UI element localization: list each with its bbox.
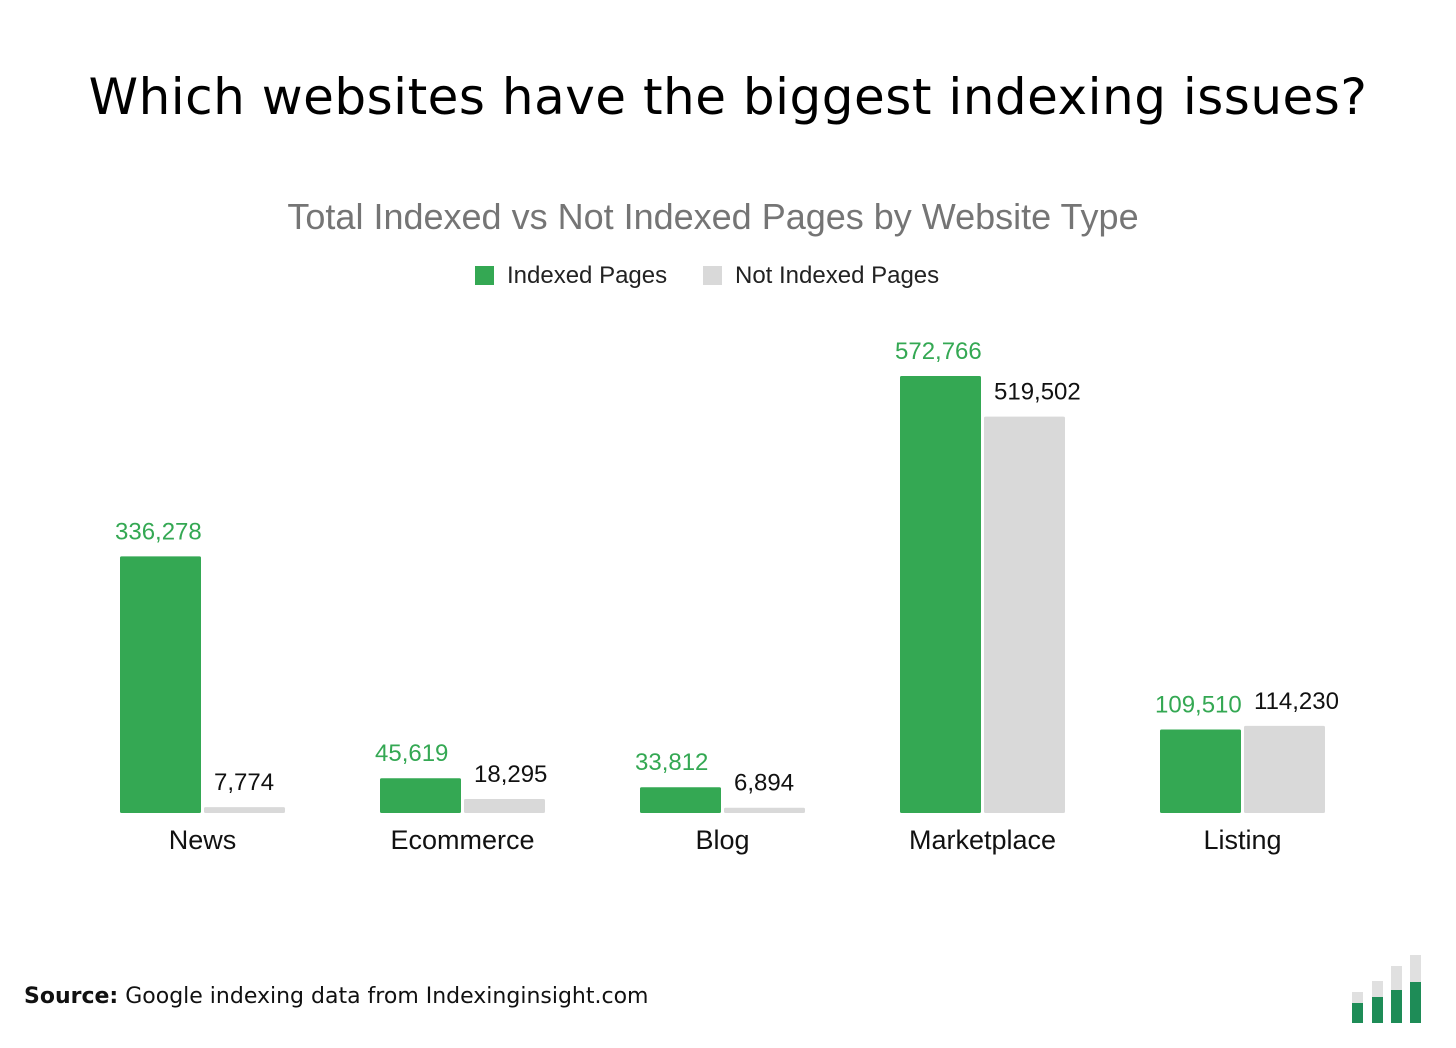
bar-listing-indexed [1160, 729, 1241, 813]
value-label-news-not-indexed: 7,774 [214, 769, 274, 796]
bar-blog-not-indexed [724, 807, 805, 813]
bar-marketplace-indexed [900, 376, 981, 813]
page-headline: Which websites have the biggest indexing… [88, 68, 1368, 126]
legend-swatch-not-indexed [703, 266, 722, 285]
legend-swatch-indexed [475, 266, 494, 285]
brand-logo-icon [1352, 955, 1421, 1023]
source-note: Source: Google indexing data from Indexi… [24, 984, 648, 1009]
value-label-marketplace-not-indexed: 519,502 [994, 379, 1081, 406]
value-label-marketplace-indexed: 572,766 [895, 338, 982, 365]
value-label-listing-indexed: 109,510 [1155, 691, 1242, 718]
bar-listing-not-indexed [1244, 725, 1325, 813]
value-label-ecommerce-not-indexed: 18,295 [474, 761, 547, 788]
value-label-listing-not-indexed: 114,230 [1254, 688, 1339, 715]
x-tick-label-news: News [169, 825, 237, 855]
bar-marketplace-not-indexed [984, 416, 1065, 813]
chart-title: Total Indexed vs Not Indexed Pages by We… [287, 196, 1138, 237]
bar-news-not-indexed [204, 807, 285, 813]
source-label: Source: [24, 984, 119, 1009]
chart-legend: Indexed Pages Not Indexed Pages [475, 262, 939, 289]
x-tick-label-marketplace: Marketplace [909, 825, 1056, 855]
chart-x-axis-labels: News Ecommerce Blog Marketplace Listing [169, 825, 1282, 855]
bar-chart: Total Indexed vs Not Indexed Pages by We… [115, 196, 1339, 855]
value-label-ecommerce-indexed: 45,619 [375, 740, 448, 767]
chart-value-labels: 336,278 7,774 45,619 18,295 33,812 6,894 572,7… [115, 338, 1339, 797]
bar-ecommerce-indexed [380, 778, 461, 813]
value-label-blog-not-indexed: 6,894 [734, 770, 794, 797]
source-text: Google indexing data from Indexinginsigh… [125, 984, 649, 1009]
bar-ecommerce-not-indexed [464, 799, 545, 813]
x-tick-label-blog: Blog [695, 825, 749, 855]
legend-label-indexed: Indexed Pages [507, 262, 667, 289]
value-label-blog-indexed: 33,812 [635, 749, 708, 776]
bar-news-indexed [120, 556, 201, 813]
x-tick-label-ecommerce: Ecommerce [390, 825, 534, 855]
bar-blog-indexed [640, 787, 721, 813]
x-tick-label-listing: Listing [1203, 825, 1281, 855]
chart-bars [120, 376, 1325, 813]
value-label-news-indexed: 336,278 [115, 518, 202, 545]
legend-label-not-indexed: Not Indexed Pages [735, 262, 939, 289]
